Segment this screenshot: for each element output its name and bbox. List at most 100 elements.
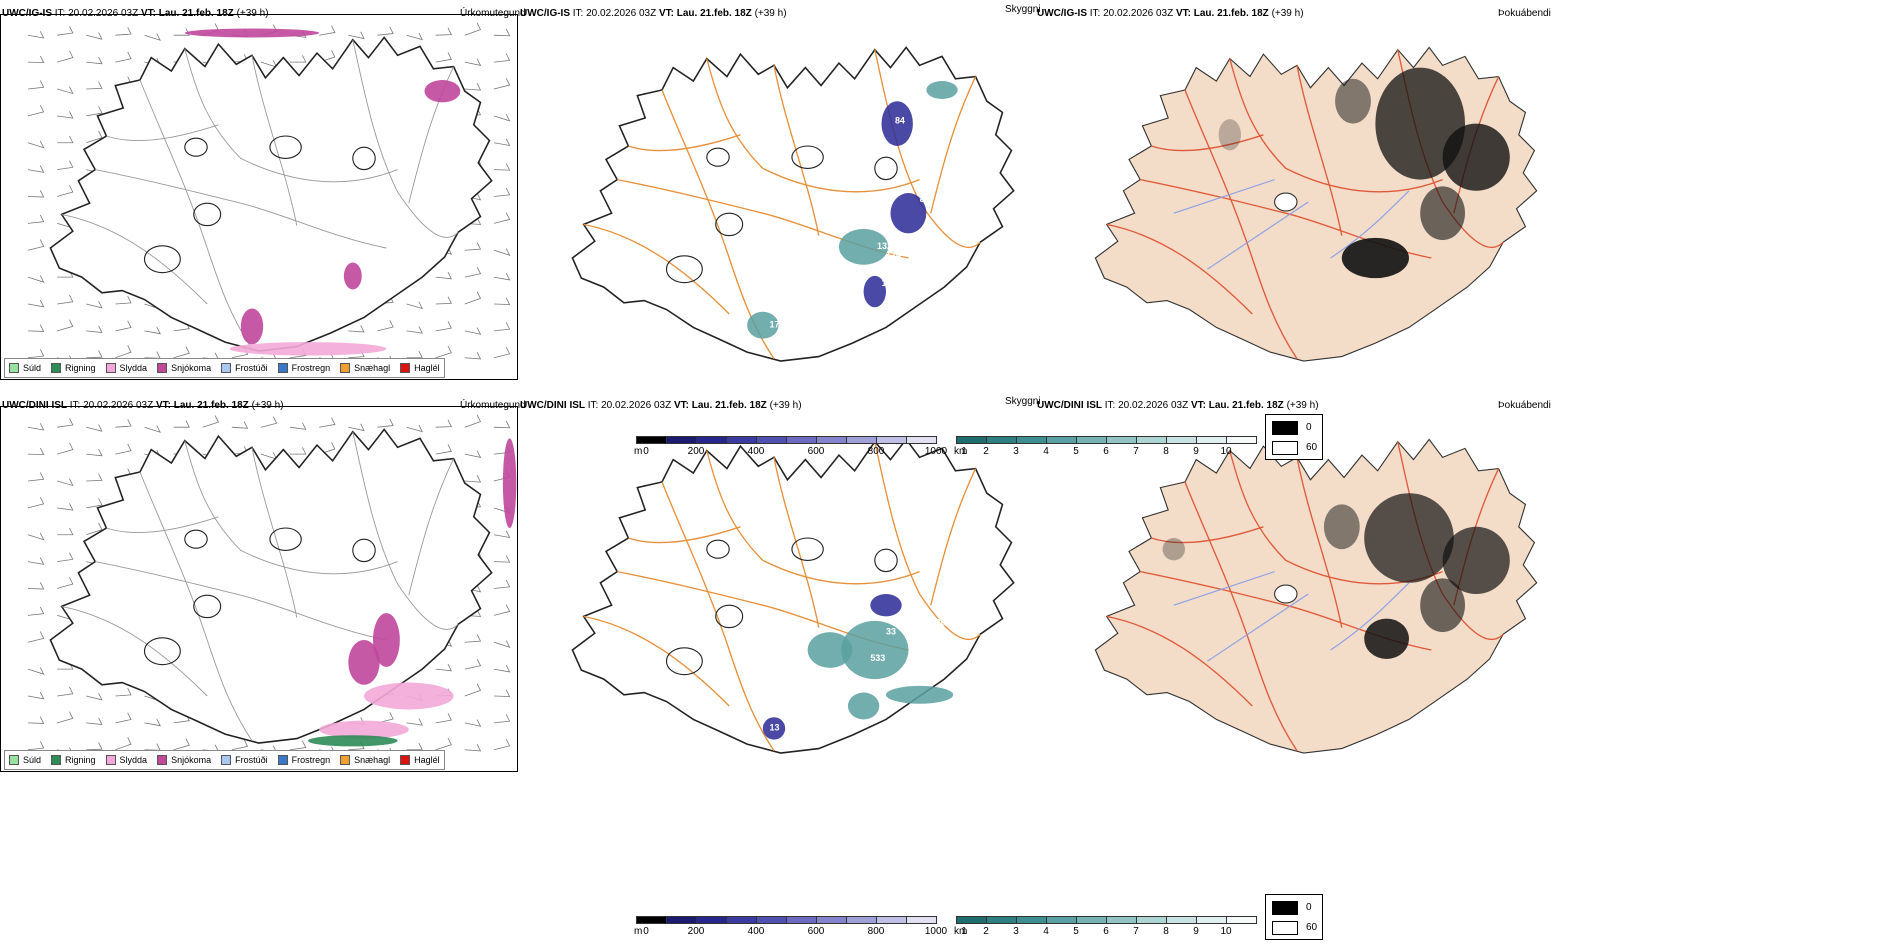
wind-barb [435,663,453,672]
legend-swatch [221,363,232,373]
wind-barb [86,106,103,117]
wind-barb [464,327,482,335]
visibility-value-label: 533 [870,653,885,663]
wind-barb [260,452,278,460]
wind-barb [493,346,511,359]
fog-index-area [1323,504,1360,550]
visibility-area [807,632,853,668]
legend-label: Snæhagl [354,363,391,373]
legend-label: Frostregn [291,363,331,373]
colorbar-segment [696,916,727,924]
colorbar-segment [1166,436,1197,444]
wind-barb [27,716,45,724]
colorbar-segment [1196,916,1227,924]
colorbar-segment [756,436,787,444]
legend-label: Snjókoma [171,363,212,373]
colorbar-segment [636,916,667,924]
wind-barb [435,27,452,36]
wind-barb [464,634,482,643]
road-line [706,58,920,193]
colorbar-tick-label: 9 [1193,446,1199,457]
wind-barb [348,423,365,432]
colorbar-segment [726,916,757,924]
road-line [1151,134,1264,152]
wind-barb [319,25,336,36]
colorbar-tick-label: 2 [983,446,989,457]
colorbar-segment [726,436,757,444]
legend-item: Frostúði [221,755,268,765]
fog-index-map-ig [1094,46,1538,362]
fog-index-area [1364,493,1454,583]
wind-barb [57,160,74,170]
road-line [628,134,741,152]
visibility-value-label: 33 [886,626,896,636]
colorbar-tick-label: 6 [1103,926,1109,937]
colorbar-tick-label: 800 [867,446,885,457]
colorbar-tick-label: 8 [1163,446,1169,457]
wind-barb [493,273,511,281]
glacier-outline [193,202,222,227]
fog-index-area [1442,123,1510,191]
wind-barb [493,212,511,224]
wind-barb [464,719,482,727]
colorbar-segment [666,436,697,444]
legend-item: Frostregn [277,363,331,373]
colorbar-tick-label: 1000 [924,926,948,937]
visibility-value-label: 300 [873,678,888,688]
fog-title: Þokuábendi [1498,400,1551,411]
legend-label: Rigning [65,755,96,765]
legend-swatch [157,755,168,765]
colorbar-tick-label: 0 [643,446,649,457]
legend-swatch [9,363,19,373]
wind-barb [27,667,45,675]
colorbar-tick-label: 2 [983,926,989,937]
colorbar-tick-label: 3 [1013,926,1019,937]
glacier-outline [715,212,744,237]
legend-label: Slydda [119,363,148,373]
wind-barb [57,442,74,455]
colorbar-tick-label: 800 [867,926,885,937]
row-dini: UWC/DINI ISL IT: 20.02.2026 03Z VT: Lau.… [0,392,1900,782]
fog-index-area [1420,186,1465,241]
glacier-outline [143,637,181,666]
colorbar-segment [1106,916,1137,924]
colorbar-segment [1016,916,1047,924]
glacier-outline [193,594,222,619]
wind-barb [406,424,423,433]
wind-barb [115,687,132,697]
wind-barb [86,56,103,65]
road-line [930,468,977,606]
legend-label: Rigning [65,363,96,373]
wind-barb [57,527,74,536]
wind-barb [493,28,511,37]
wind-barb [86,325,103,334]
wind-barb [290,740,307,751]
fog-key-label: 60 [1306,922,1318,933]
legend-swatch [105,363,116,373]
colorbar-tick-label: 400 [747,446,765,457]
wind-barb [115,712,132,724]
wind-barb [464,683,482,697]
glacier-outline [143,245,181,274]
wind-barb [115,320,132,332]
panel-header-ig-precip: UWC/IG-IS IT: 20.02.2026 03Z VT: Lau. 21… [2,8,269,19]
wind-barb [493,420,511,429]
visibility-area [841,620,909,680]
road-line [583,615,730,707]
visibility-value-label: 13 [770,723,780,733]
legend-swatch [105,755,116,765]
wind-barb [115,345,132,359]
wind-barb [57,418,74,428]
panel-header-ig-fog: UWC/IG-IS IT: 20.02.2026 03Z VT: Lau. 21… [1037,8,1304,19]
visibility-area [863,275,886,308]
glacier-outline [665,255,703,284]
precip-map-dini [27,414,517,756]
wind-barb [260,416,278,428]
road-line [251,447,298,618]
sleet-area [319,720,409,739]
visibility-area [870,594,902,617]
colorbar-tick-label: 4 [1043,446,1049,457]
glacier-outline [1274,192,1298,212]
wind-barb [57,86,74,95]
visibility-area [838,228,889,265]
